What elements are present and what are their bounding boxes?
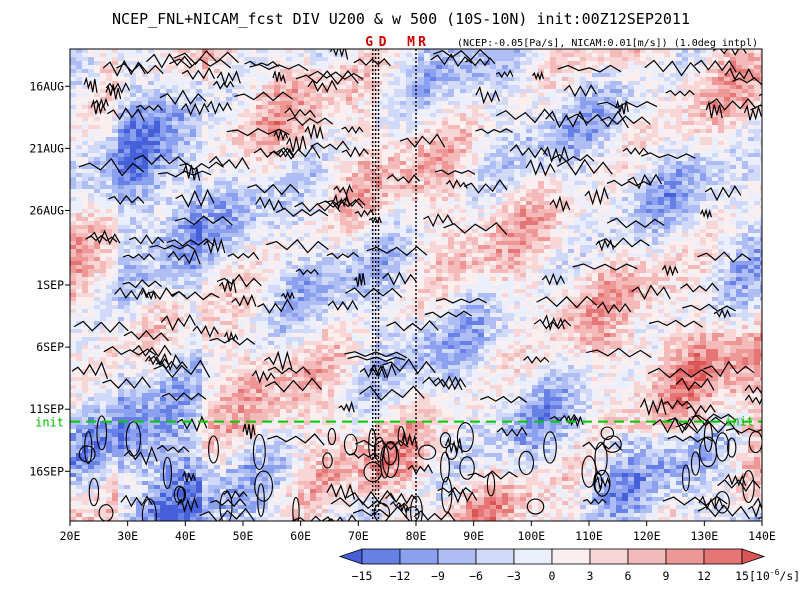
y-tick-label: 16SEP xyxy=(29,464,64,478)
colorbar-swatch xyxy=(514,549,552,564)
colorbar-label: 12 xyxy=(697,569,711,583)
colorbar-label: −3 xyxy=(507,569,521,583)
x-tick-label: 90E xyxy=(463,529,484,543)
colorbar-label: −15 xyxy=(352,569,373,583)
colorbar-swatch xyxy=(590,549,628,564)
init-label-left: init xyxy=(35,416,64,430)
colorbar-label: −12 xyxy=(390,569,411,583)
colorbar: −15 −12 −9 −6 −3 0 3 6 9 12 15[10-6/s] xyxy=(340,549,800,583)
x-tick-label: 40E xyxy=(175,529,196,543)
y-tick-label: 1SEP xyxy=(36,278,64,292)
x-tick-label: 120E xyxy=(633,529,661,543)
colorbar-label: −9 xyxy=(431,569,445,583)
colorbar-swatch xyxy=(552,549,590,564)
marker-label-m: M xyxy=(407,35,415,50)
colorbar-label: −6 xyxy=(469,569,483,583)
divergence-heatmap xyxy=(70,49,767,522)
colorbar-units: [10-6/s] xyxy=(749,568,800,583)
colorbar-swatch xyxy=(400,549,438,564)
colorbar-arrow-right xyxy=(742,549,764,564)
colorbar-swatch xyxy=(476,549,514,564)
colorbar-arrow-left xyxy=(340,549,362,564)
marker-label-r: R xyxy=(418,35,426,50)
x-tick-label: 100E xyxy=(517,529,545,543)
chart-subtitle: (NCEP:-0.05[Pa/s], NICAM:0.01[m/s]) (1.0… xyxy=(457,38,758,49)
colorbar-swatch xyxy=(704,549,742,564)
marker-label-d: D xyxy=(379,35,387,50)
init-label-right: init xyxy=(725,415,754,429)
x-tick-label: 50E xyxy=(233,529,254,543)
y-tick-label: 26AUG xyxy=(29,203,64,217)
x-axis: 20E 30E 40E 50E 60E 70E 80E 90E 100E 110E 120E 130E… xyxy=(60,521,776,543)
colorbar-label: 0 xyxy=(549,569,556,583)
x-tick-label: 130E xyxy=(690,529,718,543)
y-tick-label: 11SEP xyxy=(29,402,64,416)
colorbar-swatch xyxy=(628,549,666,564)
colorbar-label: 9 xyxy=(663,569,670,583)
colorbar-label: 3 xyxy=(587,569,594,583)
colorbar-label: 6 xyxy=(625,569,632,583)
marker-label-g: G xyxy=(365,35,373,50)
x-tick-label: 70E xyxy=(348,529,369,543)
x-tick-label: 60E xyxy=(290,529,311,543)
chart-title: NCEP_FNL+NICAM_fcst DIV U200 & w 500 (10… xyxy=(112,10,690,28)
colorbar-label: 15 xyxy=(735,569,749,583)
x-tick-label: 20E xyxy=(60,529,81,543)
x-tick-label: 80E xyxy=(406,529,427,543)
x-tick-label: 110E xyxy=(575,529,603,543)
y-tick-label: 6SEP xyxy=(36,340,64,354)
colorbar-swatch xyxy=(362,549,400,564)
y-tick-label: 21AUG xyxy=(29,141,64,155)
x-tick-label: 140E xyxy=(748,529,776,543)
x-tick-label: 30E xyxy=(117,529,138,543)
y-tick-label: 16AUG xyxy=(29,79,64,93)
colorbar-swatch xyxy=(438,549,476,564)
colorbar-swatch xyxy=(666,549,704,564)
